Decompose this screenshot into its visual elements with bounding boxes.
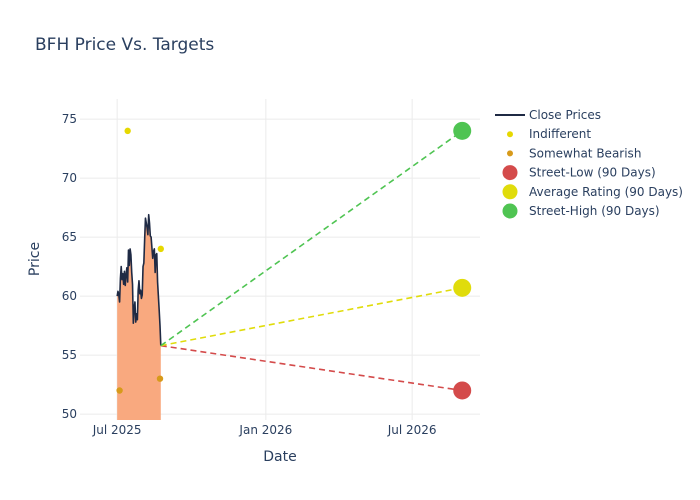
legend-label: Street-Low (90 Days) [529,166,656,180]
street-low-target-line [160,344,463,392]
somewhat-bearish-rating-point [156,375,164,382]
axis-layer: 50 55 60 65 70 75 Jul 2025 Jan 2026 Jul 2026 [62,112,437,437]
y-tick-label: 60 [62,289,77,303]
x-tick-label: Jul 2025 [92,423,142,437]
y-tick-label: 50 [62,407,77,421]
x-tick-label: Jul 2026 [387,423,437,437]
legend-label: Somewhat Bearish [529,146,641,160]
close-price-line [116,213,162,346]
y-tick-label: 75 [62,112,77,126]
legend[interactable]: Close Prices Indifferent Somewhat Bearish S… [495,108,683,219]
street-low-marker [453,381,472,400]
average-rating-marker [453,278,472,297]
y-tick-label: 65 [62,230,77,244]
legend-label: Indifferent [529,127,591,141]
x-tick-label: Jan 2026 [238,423,292,437]
y-tick-label: 70 [62,171,77,185]
legend-item[interactable]: Close Prices [495,108,601,122]
legend-dot-swatch [507,150,513,157]
legend-item[interactable]: Average Rating (90 Days) [502,184,684,200]
legend-label: Average Rating (90 Days) [529,185,683,199]
legend-marker-swatch [502,184,518,200]
chart-title: BFH Price Vs. Targets [35,35,214,55]
legend-marker-swatch [502,165,518,181]
street-high-target-line [160,130,463,347]
indifferent-rating-point [124,127,131,135]
somewhat-bearish-rating-point [116,387,123,394]
average-rating-target-line [160,287,463,347]
y-tick-label: 55 [62,348,77,362]
x-axis-title: Date [263,449,296,465]
street-high-marker [453,121,472,140]
plot-layer [116,121,472,420]
y-axis-title: Price [27,242,43,276]
legend-item[interactable]: Street-Low (90 Days) [502,165,656,181]
legend-item[interactable]: Somewhat Bearish [507,146,641,160]
legend-item[interactable]: Indifferent [507,127,591,141]
legend-label: Close Prices [529,108,601,122]
legend-item[interactable]: Street-High (90 Days) [502,203,660,219]
legend-marker-swatch [502,203,518,219]
legend-label: Street-High (90 Days) [529,204,660,218]
indifferent-rating-point [157,245,165,253]
legend-dot-swatch [507,131,513,138]
